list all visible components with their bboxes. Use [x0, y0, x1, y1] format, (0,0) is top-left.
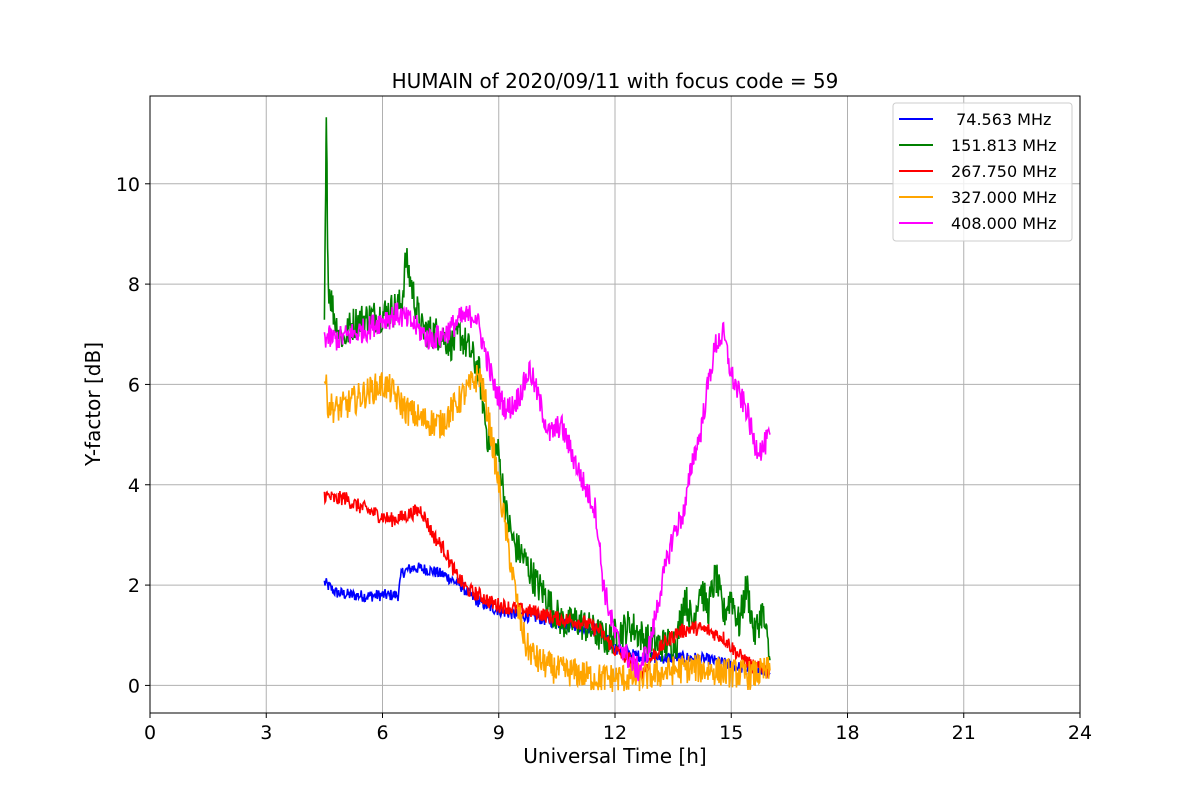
series-line: [323, 490, 771, 680]
legend-entry: 74.563 MHz: [951, 110, 1051, 129]
x-axis-label: Universal Time [h]: [523, 744, 706, 768]
legend-entry: 408.000 MHz: [951, 214, 1056, 233]
y-tick-label: 2: [128, 575, 140, 597]
y-tick-label: 6: [128, 374, 140, 396]
x-tick-label: 0: [144, 722, 156, 744]
legend-box: [892, 102, 1073, 242]
series-line: [323, 364, 771, 693]
y-tick-label: 10: [116, 174, 140, 196]
legend-entry: 151.813 MHz: [951, 136, 1056, 155]
x-tick-label: 24: [1068, 722, 1092, 744]
y-axis-label: Y-factor [dB]: [81, 342, 105, 467]
y-tick-label: 0: [128, 675, 140, 697]
chart-title: HUMAIN of 2020/09/11 with focus code = 5…: [392, 69, 839, 93]
x-tick-label: 15: [719, 722, 743, 744]
x-tick-label: 9: [493, 722, 505, 744]
x-tick-label: 6: [376, 722, 388, 744]
series-layer: [323, 117, 771, 693]
x-tick-label: 21: [952, 722, 976, 744]
x-tick-label: 12: [603, 722, 627, 744]
series-line: [323, 302, 771, 682]
grid: [149, 96, 1081, 713]
x-tick-label: 18: [835, 722, 859, 744]
y-tick-label: 4: [128, 475, 140, 497]
x-tick-label: 3: [260, 722, 272, 744]
legend-entry: 267.750 MHz: [951, 162, 1056, 181]
y-tick-label: 8: [128, 274, 140, 296]
legend-entry: 327.000 MHz: [951, 188, 1056, 207]
legend: 74.563 MHz 151.813 MHz 267.750 MHz 327.000 …: [892, 102, 1073, 242]
